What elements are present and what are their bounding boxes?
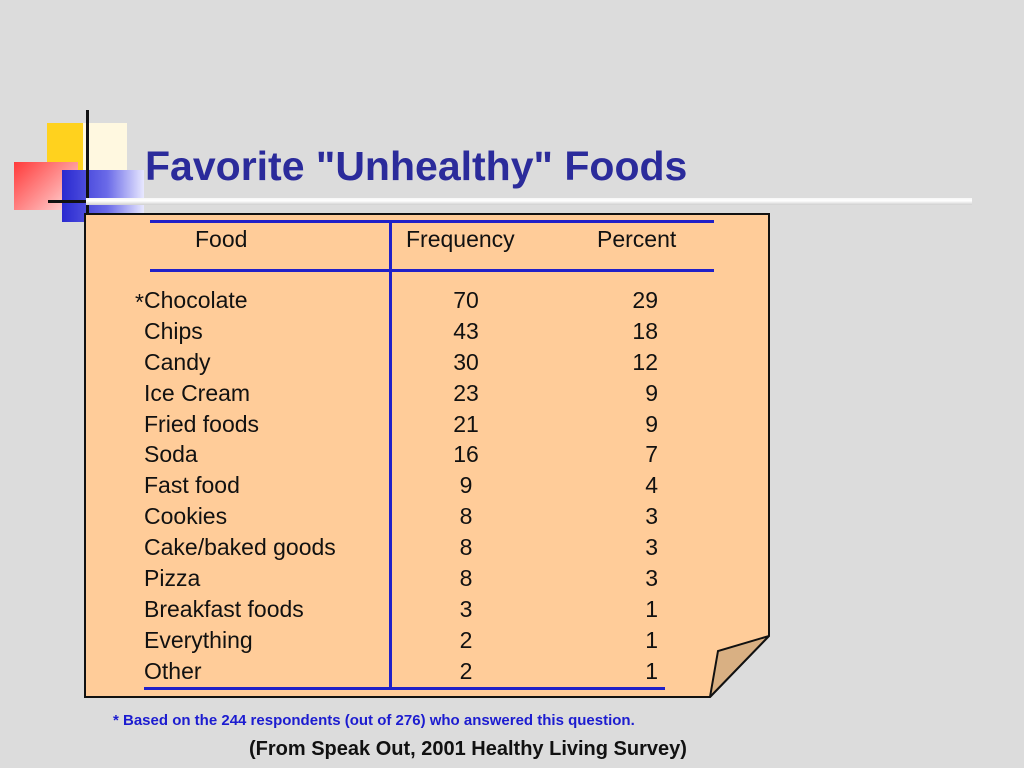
percent-cell: 1 xyxy=(645,595,658,622)
frequency-cell: 8 xyxy=(459,565,473,592)
percent-cell: 9 xyxy=(645,379,658,406)
table-card xyxy=(84,213,770,698)
asterisk-marker: * xyxy=(135,289,144,315)
table-body: * Chocolate 70 29 Chips 43 18 Candy 30 12 Ice Crea… xyxy=(0,285,1024,687)
table-row: Ice Cream 23 9 xyxy=(0,378,1024,409)
card-shape xyxy=(84,213,770,698)
frequency-cell: 21 xyxy=(453,410,479,437)
header-food: Food xyxy=(195,226,248,252)
table-column-divider xyxy=(389,220,392,690)
percent-cell: 1 xyxy=(645,626,658,653)
table-row: Other 2 1 xyxy=(0,656,1024,687)
frequency-cell: 8 xyxy=(459,534,473,561)
table-bottom-rule xyxy=(144,687,665,690)
frequency-cell: 43 xyxy=(453,317,479,344)
food-cell: Cookies xyxy=(144,503,228,530)
frequency-cell: 3 xyxy=(459,595,473,622)
food-cell: Other xyxy=(144,657,202,684)
table-row: Cookies 8 3 xyxy=(0,501,1024,532)
food-cell: Ice Cream xyxy=(144,379,251,406)
percent-cell: 12 xyxy=(632,348,658,375)
table-row: * Chocolate 70 29 xyxy=(0,285,1024,316)
percent-cell: 3 xyxy=(645,503,658,530)
table-row: Cake/baked goods 8 3 xyxy=(0,532,1024,563)
food-cell: Candy xyxy=(144,348,211,375)
table-row: Soda 16 7 xyxy=(0,439,1024,470)
decor-white-square xyxy=(83,123,127,173)
table-row: Breakfast foods 3 1 xyxy=(0,594,1024,625)
percent-cell: 7 xyxy=(645,441,658,468)
frequency-cell: 8 xyxy=(459,503,473,530)
frequency-cell: 9 xyxy=(459,472,473,499)
header-percent: Percent xyxy=(597,226,677,252)
frequency-cell: 2 xyxy=(459,657,473,684)
table-row: Fried foods 21 9 xyxy=(0,409,1024,440)
frequency-cell: 23 xyxy=(453,379,479,406)
food-cell: Chips xyxy=(144,317,203,344)
food-cell: Pizza xyxy=(144,565,201,592)
food-cell: Fried foods xyxy=(144,410,260,437)
frequency-cell: 16 xyxy=(453,441,479,468)
frequency-cell: 30 xyxy=(453,348,479,375)
table-row: Chips 43 18 xyxy=(0,316,1024,347)
percent-cell: 1 xyxy=(645,657,658,684)
percent-cell: 29 xyxy=(632,287,658,313)
percent-cell: 4 xyxy=(645,472,658,499)
table-row: Pizza 8 3 xyxy=(0,563,1024,594)
food-cell: Soda xyxy=(144,441,198,468)
food-cell: Everything xyxy=(144,626,253,653)
source-citation: (From Speak Out, 2001 Healthy Living Sur… xyxy=(249,738,687,760)
table-top-rule xyxy=(150,220,714,223)
percent-cell: 18 xyxy=(632,317,658,344)
table-row: Everything 2 1 xyxy=(0,625,1024,656)
percent-cell: 3 xyxy=(645,565,658,592)
food-cell: Fast food xyxy=(144,472,240,499)
table-row: Candy 30 12 xyxy=(0,347,1024,378)
header-frequency: Frequency xyxy=(406,226,515,252)
food-cell: Breakfast foods xyxy=(144,595,304,622)
food-cell: Chocolate xyxy=(144,287,248,313)
frequency-cell: 70 xyxy=(453,287,479,313)
page-curl xyxy=(708,634,770,698)
decor-vertical-line xyxy=(86,110,89,220)
title-divider xyxy=(86,198,972,205)
footnote: * Based on the 244 respondents (out of 2… xyxy=(113,712,635,729)
food-cell: Cake/baked goods xyxy=(144,534,336,561)
percent-cell: 9 xyxy=(645,410,658,437)
slide-title: Favorite "Unhealthy" Foods xyxy=(145,143,688,189)
percent-cell: 3 xyxy=(645,534,658,561)
table-row: Fast food 9 4 xyxy=(0,470,1024,501)
frequency-cell: 2 xyxy=(459,626,473,653)
table-header-rule xyxy=(150,269,714,272)
